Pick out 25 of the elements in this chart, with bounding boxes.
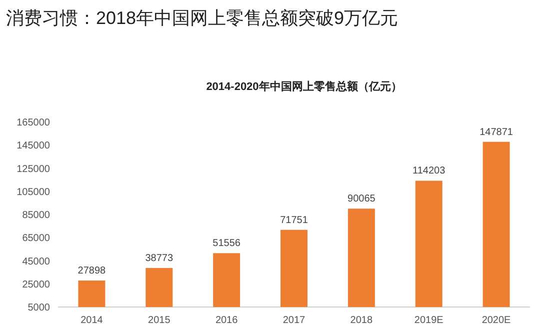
x-tick-label: 2018 xyxy=(350,315,373,326)
y-tick-label: 65000 xyxy=(22,233,50,244)
y-tick-label: 165000 xyxy=(16,118,50,128)
data-label: 90065 xyxy=(348,194,376,205)
y-tick-label: 85000 xyxy=(22,210,50,221)
data-label: 114203 xyxy=(412,166,446,177)
x-tick-label: 2015 xyxy=(148,315,171,326)
x-tick-label: 2014 xyxy=(80,315,104,326)
y-tick-label: 5000 xyxy=(28,302,50,314)
x-tick-label: 2017 xyxy=(282,315,306,326)
data-label: 51556 xyxy=(212,238,241,250)
data-label: 27898 xyxy=(78,266,106,277)
data-label: 147871 xyxy=(480,126,514,138)
x-tick-label: 2016 xyxy=(215,315,238,326)
y-tick-label: 105000 xyxy=(16,186,50,198)
x-tick-label: 2019E xyxy=(414,315,444,326)
chart-subtitle: 2014-2020年中国网上零售总额（亿元） xyxy=(206,80,402,93)
data-label: 71751 xyxy=(280,214,308,226)
chart-title: 消费习惯：2018年中国网上零售总额突破9万亿元 xyxy=(6,8,398,28)
x-tick-label: 2020E xyxy=(482,315,512,326)
y-tick-label: 25000 xyxy=(22,279,50,290)
y-tick-label: 145000 xyxy=(16,140,50,152)
y-tick-label: 45000 xyxy=(22,256,50,268)
y-tick-label: 125000 xyxy=(16,164,50,175)
data-label: 38773 xyxy=(145,252,174,264)
